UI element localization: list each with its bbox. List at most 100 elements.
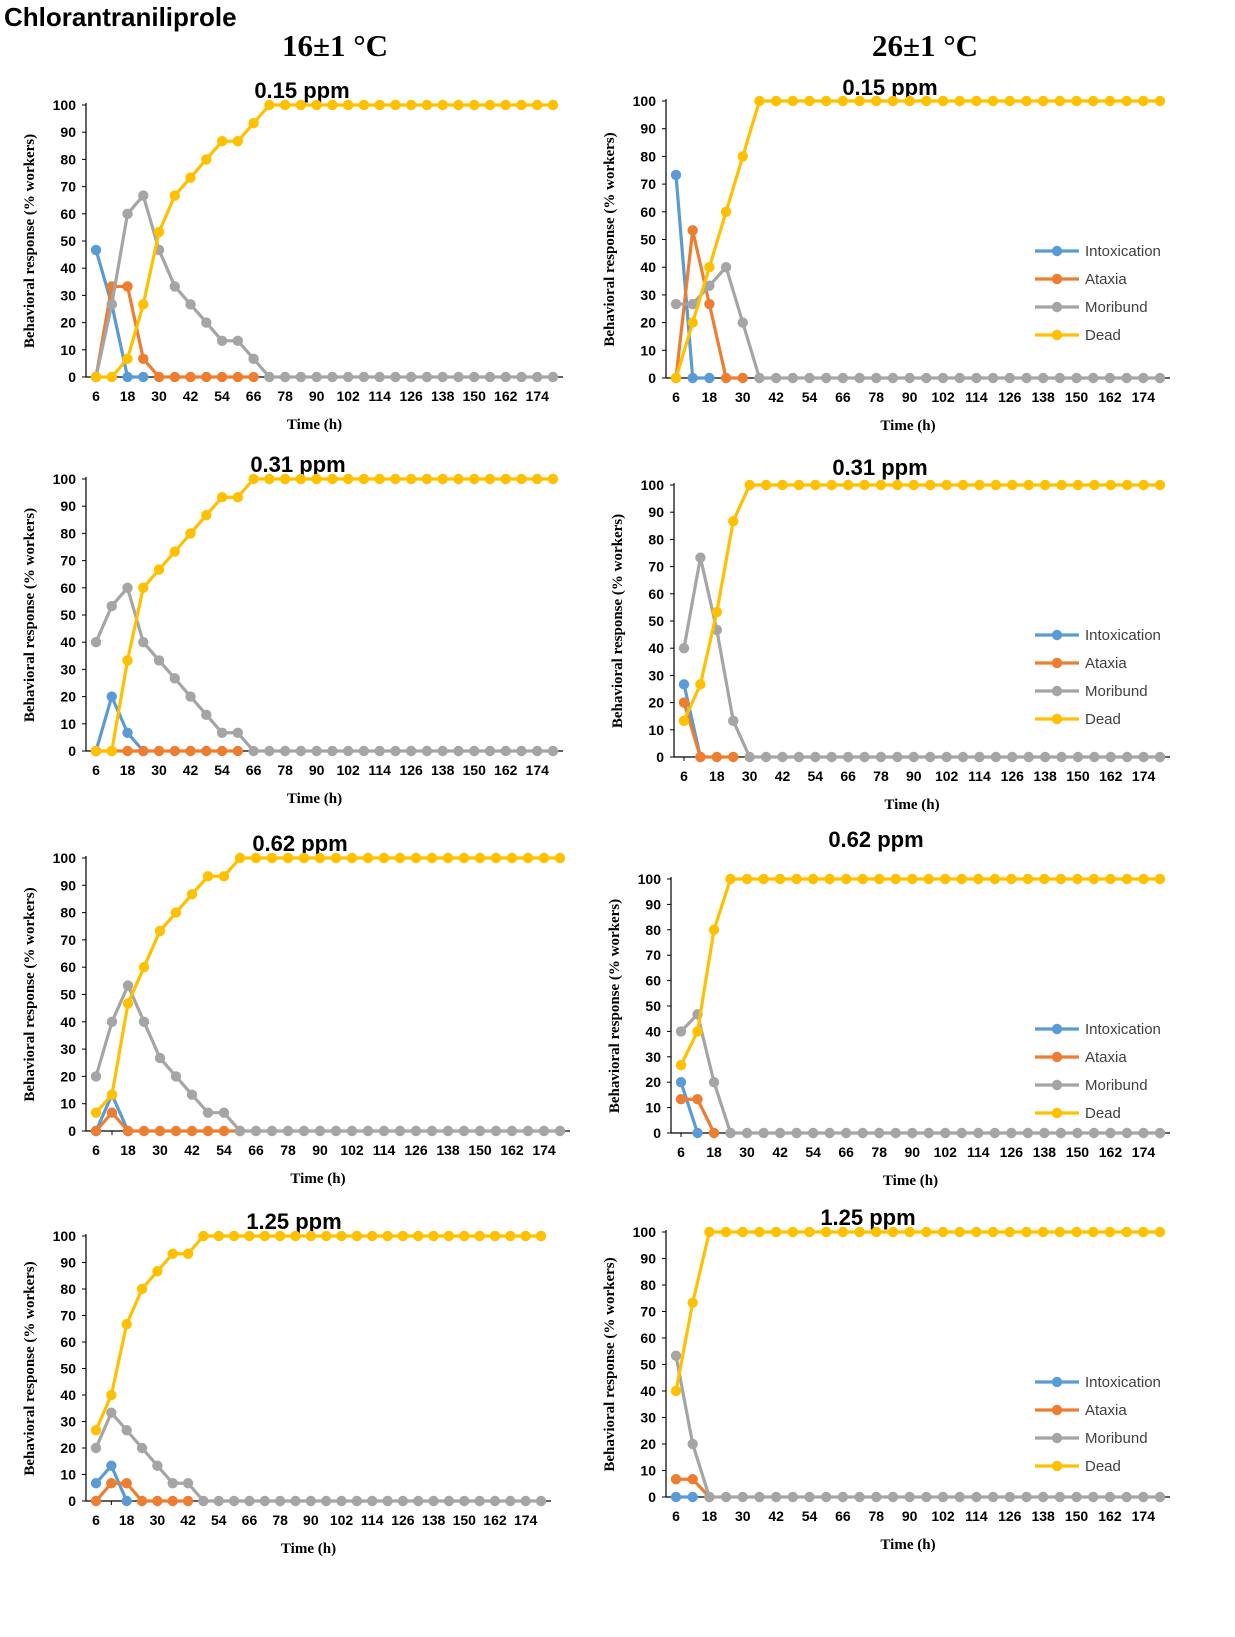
data-point-moribund <box>532 745 543 757</box>
x-tick-label: 150 <box>1065 389 1089 405</box>
data-point-moribund <box>954 372 965 384</box>
data-point-dead <box>122 353 133 364</box>
x-tick-label: 102 <box>336 388 360 404</box>
data-point-moribund <box>547 371 559 383</box>
data-point-intoxication <box>106 1460 117 1471</box>
data-point-moribund <box>892 751 903 763</box>
legend-marker-intoxication <box>1051 629 1063 641</box>
x-tick-label: 30 <box>150 1512 166 1528</box>
y-tick-label: 30 <box>60 661 76 677</box>
data-point-dead <box>1021 1226 1032 1238</box>
data-point-moribund <box>1105 1127 1116 1139</box>
data-point-moribund <box>1154 751 1166 763</box>
data-point-dead <box>201 509 212 521</box>
data-point-moribund <box>547 745 559 757</box>
data-point-dead <box>687 317 698 328</box>
x-tick-label: 90 <box>303 1512 319 1528</box>
data-point-dead <box>904 1226 915 1238</box>
data-point-ataxia <box>185 371 196 383</box>
data-point-dead <box>1138 479 1149 491</box>
legend-marker-dead <box>1051 329 1063 341</box>
chart-panel-4: 0.31 ppm 0 10 20 30 40 50 60 70 80 90 100 6 18 30 42 54 6… <box>610 455 1170 813</box>
data-point-dead <box>907 873 918 885</box>
data-point-dead <box>295 473 307 485</box>
y-tick-label: 10 <box>640 342 656 358</box>
data-point-moribund <box>937 1491 949 1503</box>
data-point-dead <box>1037 1226 1049 1238</box>
data-point-dead <box>957 479 969 491</box>
data-point-dead <box>311 473 322 485</box>
data-point-ataxia <box>121 1478 132 1489</box>
data-point-dead <box>787 1226 799 1238</box>
x-tick-label: 114 <box>368 388 391 404</box>
data-point-moribund <box>859 751 870 763</box>
data-point-ataxia <box>720 372 732 384</box>
y-tick-label: 20 <box>648 695 664 711</box>
y-tick-label: 90 <box>645 896 661 912</box>
data-point-ataxia <box>202 1125 214 1137</box>
data-point-moribund <box>956 1127 967 1139</box>
data-point-moribund <box>421 371 433 383</box>
data-point-dead <box>704 1226 715 1238</box>
data-point-dead <box>342 99 354 111</box>
x-tick-label: 102 <box>340 1142 364 1158</box>
y-tick-label: 20 <box>60 1440 76 1456</box>
x-tick-label: 174 <box>532 1142 556 1158</box>
data-point-ataxia <box>90 1125 102 1137</box>
data-point-dead <box>295 99 307 111</box>
data-point-ataxia <box>232 745 244 757</box>
data-point-moribund <box>346 1125 358 1137</box>
data-point-moribund <box>854 372 865 384</box>
data-point-dead <box>232 492 244 503</box>
data-point-moribund <box>264 745 275 757</box>
data-point-moribund <box>708 1077 720 1088</box>
data-point-dead <box>290 1230 301 1242</box>
data-point-dead <box>1154 479 1166 491</box>
data-point-dead <box>708 924 720 935</box>
data-point-dead <box>937 95 949 107</box>
data-point-dead <box>305 1230 317 1242</box>
data-point-moribund <box>1023 751 1034 763</box>
chart-title: 0.15 ppm <box>842 75 937 100</box>
x-tick-label: 114 <box>368 762 391 778</box>
data-point-moribund <box>279 745 291 757</box>
data-point-moribund <box>754 1491 765 1503</box>
data-point-ataxia <box>678 697 690 708</box>
x-tick-label: 138 <box>431 762 455 778</box>
data-point-ataxia <box>170 1125 182 1137</box>
chart-panel-3: 0.31 ppm 0 10 20 30 40 50 60 70 80 90 100 6 18 30 42 54 6… <box>22 452 563 807</box>
y-axis-label: Behavioral response (% workers) <box>610 514 626 728</box>
data-point-ataxia <box>216 371 228 383</box>
data-point-intoxication <box>90 244 102 256</box>
y-tick-label: 90 <box>640 1251 656 1267</box>
data-point-moribund <box>1121 751 1133 763</box>
x-tick-label: 18 <box>120 762 136 778</box>
data-point-dead <box>1071 1226 1082 1238</box>
data-point-dead <box>201 154 212 165</box>
data-point-dead <box>821 95 832 107</box>
data-point-moribund <box>874 1127 885 1139</box>
data-point-ataxia <box>232 371 244 383</box>
data-point-dead <box>516 99 527 111</box>
data-point-moribund <box>138 190 149 201</box>
data-point-moribund <box>728 715 739 727</box>
data-point-dead <box>437 473 448 485</box>
x-tick-label: 18 <box>702 1508 718 1524</box>
data-point-moribund <box>290 1495 301 1507</box>
data-point-ataxia <box>90 1495 102 1507</box>
data-point-dead <box>500 473 511 485</box>
y-tick-label: 40 <box>640 259 656 275</box>
data-point-moribund <box>923 1127 934 1139</box>
data-point-moribund <box>390 371 401 383</box>
data-point-moribund <box>216 335 228 347</box>
data-point-moribund <box>474 1495 485 1507</box>
data-point-moribund <box>1021 372 1032 384</box>
legend-marker-ataxia <box>1051 1051 1063 1063</box>
data-point-moribund <box>941 751 952 763</box>
y-tick-label: 50 <box>60 987 76 1003</box>
y-tick-label: 50 <box>60 1361 76 1377</box>
legend-marker-intoxication <box>1051 1023 1063 1035</box>
data-point-dead <box>941 479 952 491</box>
data-point-dead <box>185 172 196 183</box>
data-point-dead <box>421 473 433 485</box>
